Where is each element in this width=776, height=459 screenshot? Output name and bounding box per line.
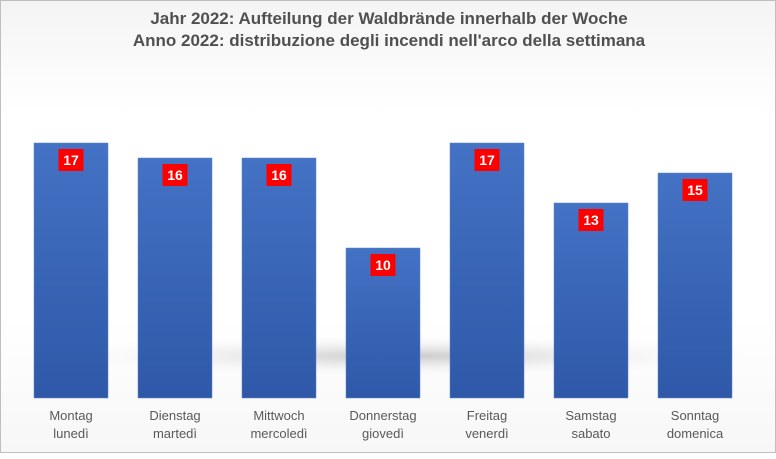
- x-tick-label-6-0: Sonntag: [671, 408, 719, 423]
- data-label-bg-3: [370, 254, 396, 276]
- data-label-4: 17: [479, 152, 495, 168]
- data-label-bg-2: [266, 164, 292, 186]
- x-tick-label-4-1: venerdì: [465, 426, 508, 441]
- data-label-2: 16: [271, 167, 287, 183]
- x-tick-label-2-0: Mittwoch: [253, 408, 304, 423]
- data-label-bg-1: [162, 164, 188, 186]
- x-tick-label-1-0: Dienstag: [149, 408, 200, 423]
- bar-2: [241, 157, 317, 399]
- x-tick-label-1-1: martedì: [153, 426, 197, 441]
- x-tick-label-5-0: Samstag: [565, 408, 616, 423]
- bar-5: [553, 202, 629, 399]
- chart-title-line-1: Jahr 2022: Aufteilung der Waldbrände inn…: [150, 9, 627, 28]
- x-tick-label-0-1: lunedì: [53, 426, 88, 441]
- bar-0: [33, 142, 109, 399]
- x-tick-label-4-0: Freitag: [467, 408, 507, 423]
- data-label-5: 13: [583, 212, 599, 228]
- data-label-bg-4: [474, 149, 500, 171]
- chart-title-line-2: Anno 2022: distribuzione degli incendi n…: [133, 31, 646, 50]
- data-label-bg-5: [578, 209, 604, 231]
- bar-1: [137, 157, 213, 399]
- data-label-3: 10: [375, 257, 391, 273]
- data-label-bg-0: [58, 149, 84, 171]
- x-tick-label-3-0: Donnerstag: [349, 408, 416, 423]
- bar-6: [657, 172, 733, 399]
- data-label-6: 15: [687, 182, 703, 198]
- x-tick-label-3-1: giovedì: [362, 426, 404, 441]
- x-tick-label-6-1: domenica: [667, 426, 724, 441]
- bar-4: [449, 142, 525, 399]
- x-tick-label-0-0: Montag: [49, 408, 92, 423]
- x-tick-label-2-1: mercoledì: [250, 426, 307, 441]
- data-label-bg-6: [682, 179, 708, 201]
- data-label-1: 16: [167, 167, 183, 183]
- x-tick-label-5-1: sabato: [571, 426, 610, 441]
- data-label-0: 17: [63, 152, 79, 168]
